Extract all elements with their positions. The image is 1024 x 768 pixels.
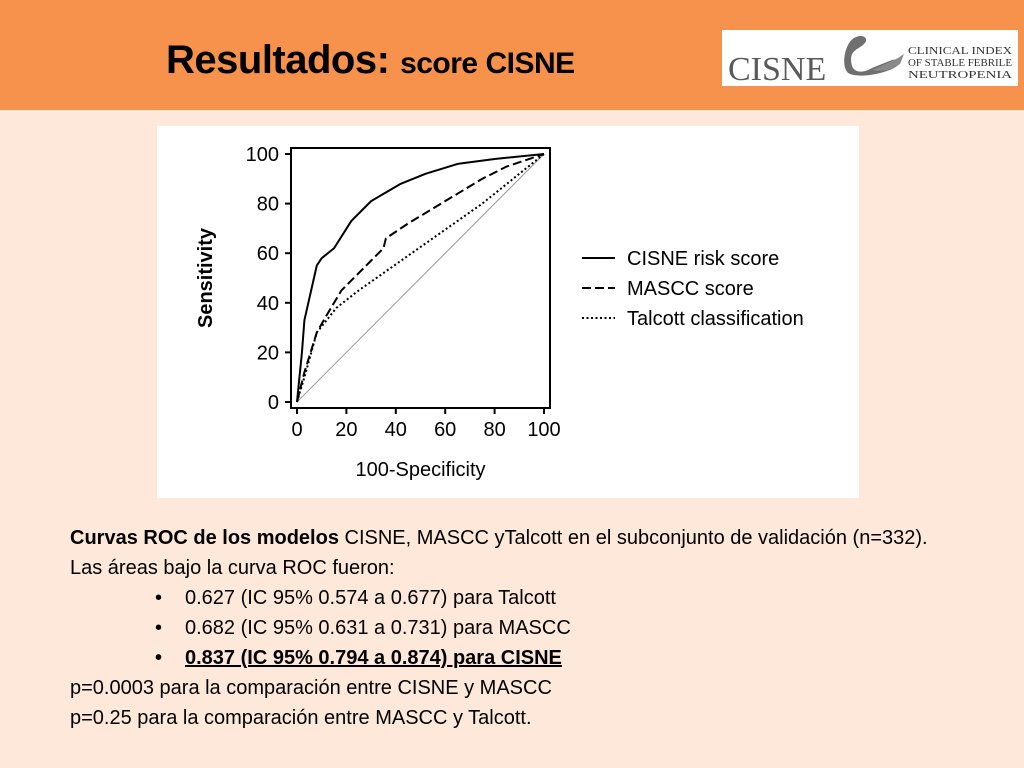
results-text: Curvas ROC de los modelos CISNE, MASCC y…: [70, 523, 1000, 733]
logo-wordmark: CISNE: [728, 51, 826, 86]
intro-line: Curvas ROC de los modelos CISNE, MASCC y…: [70, 523, 1000, 553]
auc-mascc: 0.682 (IC 95% 0.631 a 0.731) para MASCC: [185, 617, 571, 639]
x-tick-label: 0: [291, 419, 302, 441]
page-title: Resultados: score CISNE: [166, 38, 575, 83]
intro-rest: CISNE, MASCC yTalcott en el subconjunto …: [338, 527, 928, 549]
title-sub: score CISNE: [400, 47, 575, 80]
y-tick-label: 0: [268, 392, 279, 414]
p-value-mascc-talcott: p=0.25 para la comparación entre MASCC y…: [70, 707, 532, 729]
bullet-icon: •: [155, 617, 163, 639]
header-bar: Resultados: score CISNE CISNE CLINICAL I…: [0, 0, 1024, 110]
list-item: • 0.682 (IC 95% 0.631 a 0.731) para MASCC: [70, 613, 1000, 643]
swan-icon: [844, 35, 899, 76]
series-line-cisne-risk-score: [296, 153, 545, 403]
diagonal-reference-line: [296, 153, 545, 403]
x-tick-label: 80: [483, 419, 505, 441]
bullet-icon: •: [155, 587, 163, 609]
auc-talcott: 0.627 (IC 95% 0.574 a 0.677) para Talcot…: [185, 587, 556, 609]
auc-intro: Las áreas bajo la curva ROC fueron:: [70, 557, 395, 579]
roc-chart-panel: 0 20 40 60 80 100 0 20 40 60 80 100 100-Specificity S…: [157, 126, 859, 498]
legend-entry: MASCC score: [627, 278, 754, 300]
bullet-icon: •: [155, 647, 163, 669]
x-tick-label: 60: [434, 419, 456, 441]
x-tick-label: 20: [335, 419, 357, 441]
logo-tagline-1: CLINICAL INDEX: [908, 46, 1013, 57]
y-tick-label: 100: [246, 144, 279, 166]
auc-cisne: 0.837 (IC 95% 0.794 a 0.874) para CISNE: [185, 647, 562, 669]
roc-chart: 0 20 40 60 80 100 0 20 40 60 80 100 100-Specificity S…: [195, 144, 804, 481]
intro-bold: Curvas ROC de los modelos: [70, 527, 339, 549]
legend-entry: Talcott classification: [627, 308, 804, 330]
p-value-cisne-mascc: p=0.0003 para la comparación entre CISNE…: [70, 677, 552, 699]
x-axis-label: 100-Specificity: [355, 459, 485, 481]
plot-frame: [290, 147, 551, 409]
title-main: Resultados:: [166, 38, 390, 82]
series-line-talcott-classification: [296, 153, 545, 403]
cisne-logo: CISNE CLINICAL INDEX OF STABLE FEBRILE N…: [722, 30, 1018, 88]
y-tick-label: 20: [257, 342, 279, 364]
swan-wing-icon: [872, 54, 904, 71]
series-line-mascc-score: [296, 153, 545, 403]
y-tick-label: 60: [257, 243, 279, 265]
logo-tagline-3: NEUTROPENIA: [908, 70, 1013, 81]
list-item: • 0.837 (IC 95% 0.794 a 0.874) para CISNE: [70, 643, 1000, 673]
y-axis-label: Sensitivity: [195, 227, 217, 328]
cisne-logo-graphic: CISNE CLINICAL INDEX OF STABLE FEBRILE N…: [728, 35, 1013, 88]
legend-entry: CISNE risk score: [627, 248, 779, 270]
x-tick-label: 40: [385, 419, 407, 441]
y-tick-label: 80: [257, 194, 279, 216]
list-item: • 0.627 (IC 95% 0.574 a 0.677) para Talco…: [70, 583, 1000, 613]
y-tick-label: 40: [257, 293, 279, 315]
x-tick-label: 100: [527, 419, 560, 441]
logo-tagline-2: OF STABLE FEBRILE: [908, 58, 1012, 69]
